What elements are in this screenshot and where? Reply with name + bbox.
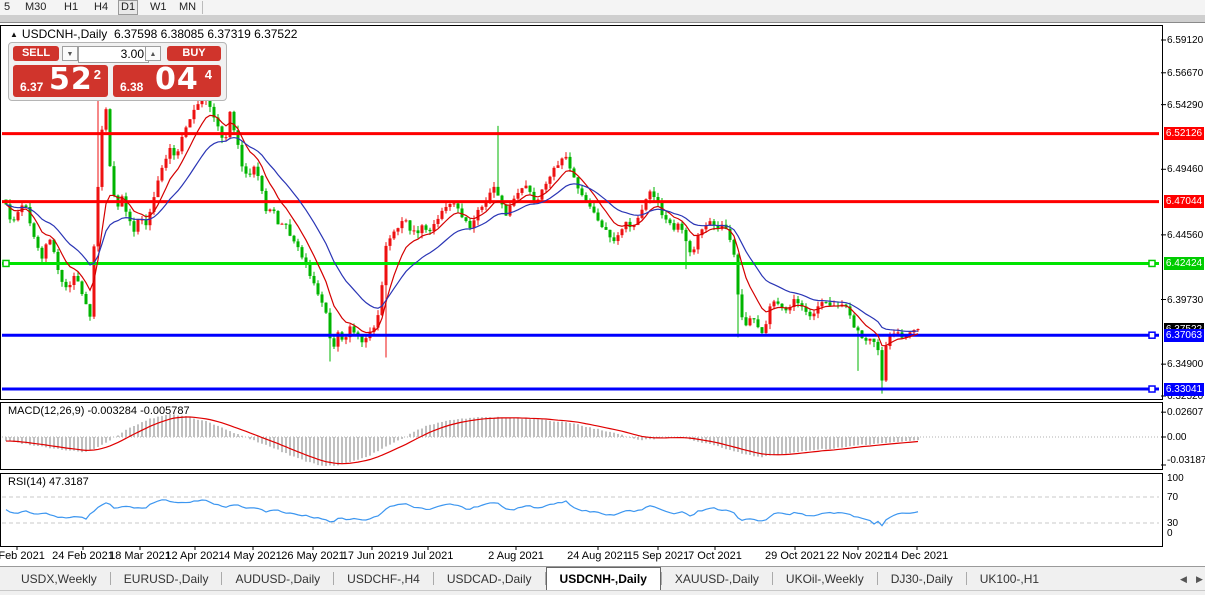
timeframe-button-mn[interactable]: MN [179, 1, 197, 13]
volume-increase-button[interactable]: ▲ [145, 46, 161, 61]
macd-indicator-label: MACD(12,26,9) -0.003284 -0.005787 [8, 405, 190, 417]
chart-ohlc-values: 6.37598 6.38085 6.37319 6.37522 [113, 27, 298, 41]
price-axis-tick: 6.34900 [1167, 359, 1204, 371]
timeframe-button-partial[interactable]: 5 [4, 1, 11, 13]
date-axis-label: 2 Aug 2021 [488, 550, 544, 562]
tab-separator [660, 572, 662, 586]
price-axis-tick: 6.32520 [1167, 391, 1204, 402]
price-axis-tick: 6.39730 [1167, 294, 1204, 306]
chart-tab-xauusd-[interactable]: XAUUSD-,Daily [674, 572, 759, 586]
price-axis-tick: 6.44560 [1167, 229, 1204, 241]
macd-axis-tick: 0.02607 [1167, 407, 1204, 419]
tab-separator [109, 572, 111, 586]
date-axis-label: 22 Nov 2021 [826, 550, 890, 562]
collapse-triangle-icon[interactable]: ▲ [10, 30, 18, 39]
tab-scroll-left-icon[interactable]: ◀ [1180, 574, 1187, 584]
chart-tab-eurusd-[interactable]: EURUSD-,Daily [123, 572, 209, 586]
chart-tab-uk100-[interactable]: UK100-,H1 [979, 572, 1040, 586]
date-axis-label: 14 Dec 2021 [885, 550, 949, 562]
tab-separator [221, 572, 223, 586]
price-axis-tick: 6.59120 [1167, 35, 1204, 46]
sell-price-pip: 2 [93, 67, 101, 82]
date-axis-label: 26 May 2021 [281, 550, 345, 562]
date-axis-label: 15 Sep 2021 [626, 550, 690, 562]
chart-tab-usdcad-[interactable]: USDCAD-,Daily [446, 572, 532, 586]
status-bar [0, 590, 1205, 595]
macd-axis-tick: -0.03187 [1167, 455, 1205, 466]
rsi-axis-tick: 70 [1167, 492, 1179, 503]
tab-separator [432, 572, 434, 586]
timeframe-button-h1[interactable]: H1 [64, 1, 79, 13]
volume-input[interactable]: 3.00 [78, 46, 149, 63]
chart-tab-audusd-[interactable]: AUDUSD-,Daily [235, 572, 321, 586]
price-axis-tick: 6.54290 [1167, 99, 1204, 111]
date-axis-label: 9 Jul 2021 [402, 550, 454, 562]
chart-tab-usdchf-[interactable]: USDCHF-,H4 [347, 572, 420, 586]
level-price-badge: 6.52126 [1164, 127, 1204, 141]
macd-axis-tick: 0.00 [1167, 432, 1187, 443]
rsi-axis-tick: 0 [1167, 528, 1173, 539]
sell-price-box[interactable]: 6.37 52 2 [13, 62, 108, 97]
buy-price-prefix: 6.38 [120, 80, 144, 94]
level-price-badge: 6.42424 [1164, 256, 1204, 270]
timeframe-button-w1[interactable]: W1 [150, 1, 167, 13]
timeframe-button-m30[interactable]: M30 [25, 1, 47, 13]
chart-tab-usdx[interactable]: USDX,Weekly [21, 572, 97, 586]
chart-symbol-label: USDCNH-,Daily [21, 27, 108, 41]
sell-price-prefix: 6.37 [20, 80, 44, 94]
rsi-axis-tick: 100 [1167, 473, 1184, 484]
timeframe-button-h4[interactable]: H4 [94, 1, 109, 13]
buy-price-box[interactable]: 6.38 04 4 [113, 62, 221, 97]
volume-decrease-button[interactable]: ▼ [62, 46, 78, 61]
tab-scroll-right-icon[interactable]: ▶ [1196, 574, 1203, 584]
tab-separator [771, 572, 773, 586]
price-axis-tick: 6.49460 [1167, 164, 1204, 176]
one-click-trading-panel: SELL ▼ 3.00 ▲ BUY 6.37 52 2 6.38 04 4 [8, 42, 227, 101]
chart-tab-usdcnh-[interactable]: USDCNH-,Daily [545, 567, 661, 591]
chart-tab-bar: USDX,Weekly EURUSD-,Daily AUDUSD-,Daily USD… [0, 566, 1205, 591]
date-axis-label: 24 Feb 2021 [52, 550, 114, 562]
date-axis-label: 29 Oct 2021 [765, 550, 825, 562]
date-axis-label: 12 Apr 2021 [165, 550, 225, 562]
rsi-indicator-label: RSI(14) 47.3187 [8, 476, 89, 488]
date-axis-label: 24 Aug 2021 [567, 550, 629, 562]
date-axis-label: 17 Jun 2021 [341, 550, 403, 562]
rsi-panel [0, 473, 1163, 547]
buy-button[interactable]: BUY [167, 46, 221, 61]
chart-tab-ukoil-[interactable]: UKOil-,Weekly [785, 572, 864, 586]
date-axis-label: 18 Mar 2021 [109, 550, 171, 562]
level-price-badge: 6.47044 [1164, 195, 1204, 209]
window-edge [0, 15, 1205, 23]
level-price-badge: 6.33041 [1164, 382, 1204, 396]
date-axis-label: 4 May 2021 [224, 550, 282, 562]
sell-price-main: 52 [49, 62, 93, 97]
buy-price-pip: 4 [204, 67, 212, 82]
tab-separator [965, 572, 967, 586]
date-axis-label: 7 Oct 2021 [688, 550, 742, 562]
tab-separator [876, 572, 878, 586]
chart-tab-dj30-[interactable]: DJ30-,Daily [890, 572, 953, 586]
chart-title: ▲ USDCNH-,Daily 6.37598 6.38085 6.37319 6… [10, 27, 297, 41]
tab-separator [544, 572, 546, 586]
timeframe-button-d1[interactable]: D1 [118, 0, 139, 15]
timeframe-toolbar: 5 M30 H1 H4 D1 W1 MN [0, 0, 1205, 15]
price-axis-tick: 6.56670 [1167, 67, 1204, 79]
rsi-axis-tick: 30 [1167, 518, 1179, 529]
buy-price-main: 04 [155, 62, 199, 97]
tab-separator [333, 572, 335, 586]
date-axis-label: 2 Feb 2021 [0, 550, 45, 562]
toolbar-separator [202, 1, 203, 14]
sell-button[interactable]: SELL [13, 46, 59, 61]
level-price-badge: 6.37063 [1164, 328, 1204, 342]
